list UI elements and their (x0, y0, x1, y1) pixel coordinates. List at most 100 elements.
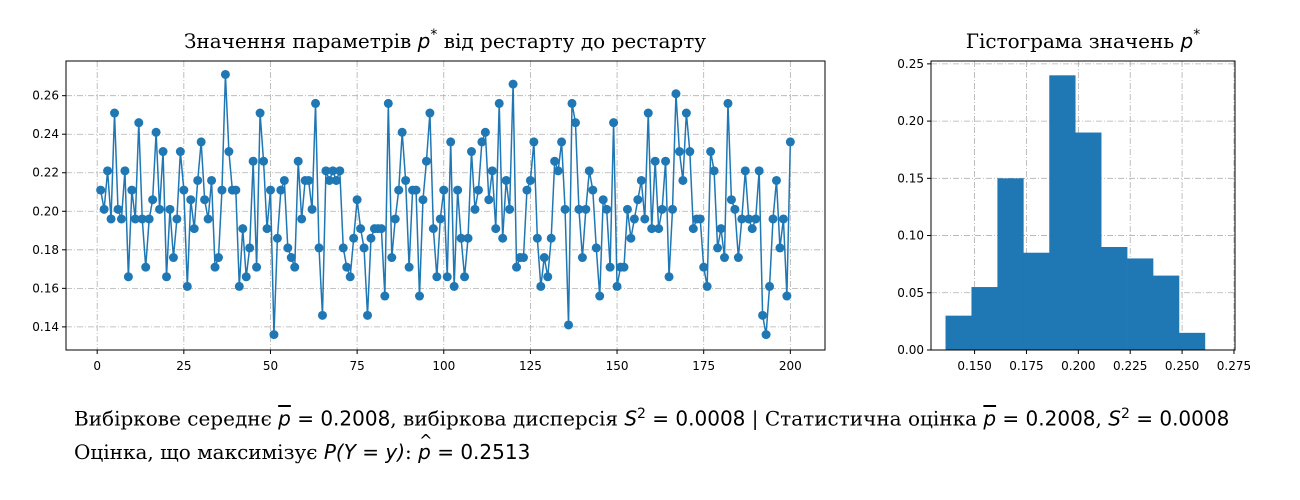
chart2-title: Гістограма значень p* (966, 27, 1201, 53)
c1-ytick-label: 0.22 (32, 166, 59, 180)
chart1-point (421, 156, 431, 166)
chart1-point (276, 185, 286, 195)
chart1-point (782, 291, 792, 301)
chart1-point (719, 253, 729, 263)
c1-xtick-label: 75 (349, 359, 364, 373)
chart1-point (203, 214, 213, 224)
chart1-point (213, 253, 223, 263)
c1-xtick-label: 25 (176, 359, 191, 373)
summary-line-2: Оцінка, що максимізує P(Y = y): ^ p = 0.2… (74, 431, 531, 464)
chart1-point (588, 185, 598, 195)
histogram-bar (971, 287, 998, 350)
chart1-point (740, 166, 750, 176)
chart1-point (560, 204, 570, 214)
chart1-point (487, 166, 497, 176)
chart1-point (331, 175, 341, 185)
chart1-point (255, 108, 265, 118)
chart1-point (723, 98, 733, 108)
chart1-point (536, 281, 546, 291)
chart1-point (754, 166, 764, 176)
chart1-point (387, 253, 397, 263)
chart1-point (207, 175, 217, 185)
chart1-point (165, 204, 175, 214)
chart1-point (144, 214, 154, 224)
chart1-point (127, 185, 137, 195)
chart1-point (629, 214, 639, 224)
chart1-point (189, 224, 199, 234)
chart1-point (633, 195, 643, 205)
chart1-point (768, 214, 778, 224)
c2-xtick-label: 0.200 (1061, 359, 1095, 373)
chart1-point (456, 233, 466, 243)
chart1-point (217, 185, 227, 195)
chart1-point (241, 272, 251, 282)
chart1-point (778, 214, 788, 224)
chart1-point (650, 156, 660, 166)
chart1-point (602, 204, 612, 214)
chart1-point (726, 195, 736, 205)
chart1-point (567, 98, 577, 108)
c2-ytick-label: 0.25 (897, 57, 924, 71)
c1-xtick-label: 50 (263, 359, 278, 373)
chart1-point (220, 69, 230, 79)
chart1-point (501, 175, 511, 185)
chart1-point (401, 175, 411, 185)
chart1-point (432, 272, 442, 282)
p-hat: ^ p (418, 431, 433, 464)
c2-xtick-label: 0.250 (1165, 359, 1199, 373)
chart1-point (130, 214, 140, 224)
c2-ytick-label: 0.20 (897, 114, 924, 128)
chart1-point (283, 243, 293, 253)
chart1-point (730, 204, 740, 214)
chart1-point (262, 224, 272, 234)
chart1-point (570, 118, 580, 128)
chart1-point (525, 175, 535, 185)
chart1-points (96, 69, 795, 340)
chart1-point (577, 253, 587, 263)
histogram-bar (945, 315, 972, 350)
chart1-point (120, 166, 130, 176)
chart2-axes-frame (930, 60, 1236, 351)
chart1-point (252, 262, 262, 272)
chart1-point (706, 147, 716, 157)
chart1-point (304, 175, 314, 185)
chart1-point (463, 233, 473, 243)
chart1-point (713, 243, 723, 253)
chart1-point (148, 195, 158, 205)
chart1-point (460, 272, 470, 282)
chart1-point (168, 253, 178, 263)
chart1-point (744, 214, 754, 224)
chart1-point (584, 166, 594, 176)
chart1-point (439, 185, 449, 195)
chart1-point (224, 147, 234, 157)
chart1-point (366, 233, 376, 243)
chart1-point (598, 195, 608, 205)
histogram-bar (1178, 332, 1206, 350)
chart1-point (699, 262, 709, 272)
c2-ytick-label: 0.00 (897, 343, 924, 357)
chart1-point (747, 224, 757, 234)
chart1-point (591, 243, 601, 253)
histogram-bar (1127, 258, 1154, 350)
chart1-point (654, 224, 664, 234)
chart1-point (518, 253, 528, 263)
chart1-point (342, 262, 352, 272)
chart1-point (681, 108, 691, 118)
chart1-point (761, 330, 771, 340)
chart1-point (775, 243, 785, 253)
chart1-point (279, 175, 289, 185)
chart1-point (196, 137, 206, 147)
chart1-point (546, 233, 556, 243)
c1-ytick-label: 0.24 (32, 127, 59, 141)
chart1-point (529, 137, 539, 147)
histogram-bar (997, 178, 1024, 350)
chart1-point (179, 185, 189, 195)
chart1-point (376, 224, 386, 234)
chart1-point (636, 175, 646, 185)
chart1-point (134, 118, 144, 128)
chart1-point (172, 214, 182, 224)
chart1-point (716, 224, 726, 234)
chart1-point (415, 291, 425, 301)
c2-ytick-label: 0.10 (897, 229, 924, 243)
chart1-point (338, 243, 348, 253)
